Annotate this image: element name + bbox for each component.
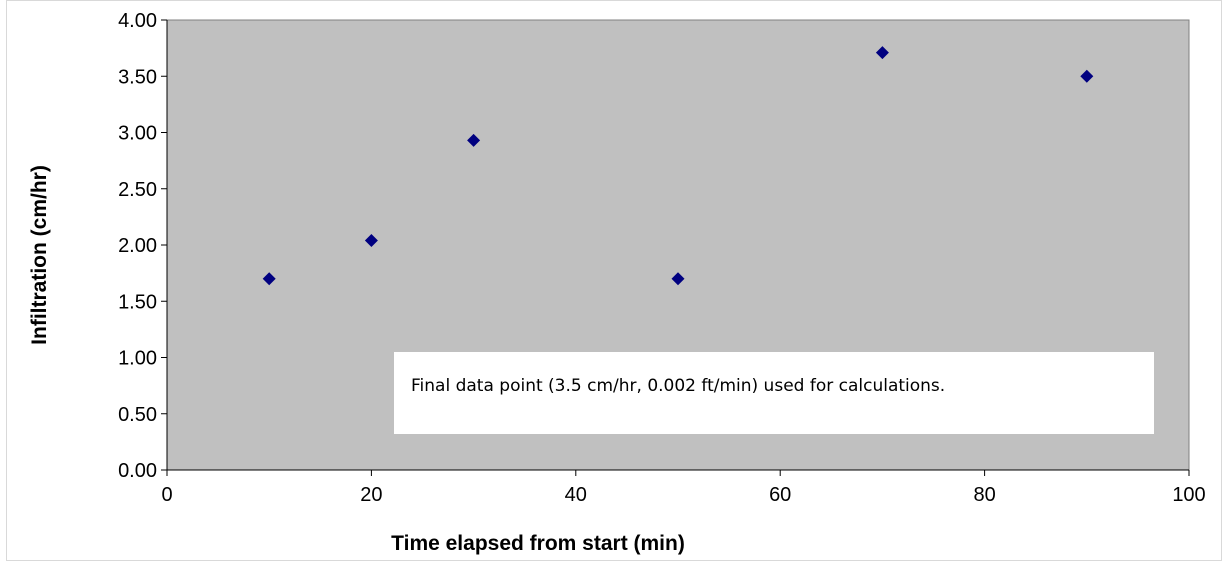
annotation-box (394, 352, 1154, 434)
y-tick-label: 2.00 (118, 235, 157, 257)
data-point (1080, 69, 1094, 83)
x-tick-label: 0 (161, 484, 172, 506)
y-tick-label: 3.00 (118, 123, 157, 145)
annotation-text: Final data point (3.5 cm/hr, 0.002 ft/mi… (411, 376, 945, 396)
data-point (875, 46, 889, 60)
y-tick-label: 1.00 (118, 348, 157, 370)
x-axis-title: Time elapsed from start (min) (391, 532, 685, 555)
y-tick-label: 3.50 (118, 66, 157, 88)
data-point (262, 272, 276, 286)
annotation-layer: Final data point (3.5 cm/hr, 0.002 ft/mi… (394, 352, 1154, 434)
y-axis-title: Infiltration (cm/hr) (28, 165, 51, 345)
x-tick-label: 60 (769, 484, 791, 506)
y-tick-label: 1.50 (118, 291, 157, 313)
x-tick-label: 20 (360, 484, 382, 506)
y-tick-label: 4.00 (118, 10, 157, 32)
data-point (671, 272, 685, 286)
y-tick-label: 0.00 (118, 460, 157, 482)
x-tick-label: 100 (1172, 484, 1205, 506)
y-tick-label: 0.50 (118, 404, 157, 426)
y-tick-label: 2.50 (118, 179, 157, 201)
data-points (262, 46, 1094, 286)
axes: 0.00 0.50 1.00 1.50 2.00 2.50 3.00 3.50 4.00 0 20 4… (118, 10, 1206, 506)
x-tick-label: 80 (973, 484, 995, 506)
x-tick-label: 40 (565, 484, 587, 506)
data-point (467, 133, 481, 147)
data-point (364, 234, 378, 247)
